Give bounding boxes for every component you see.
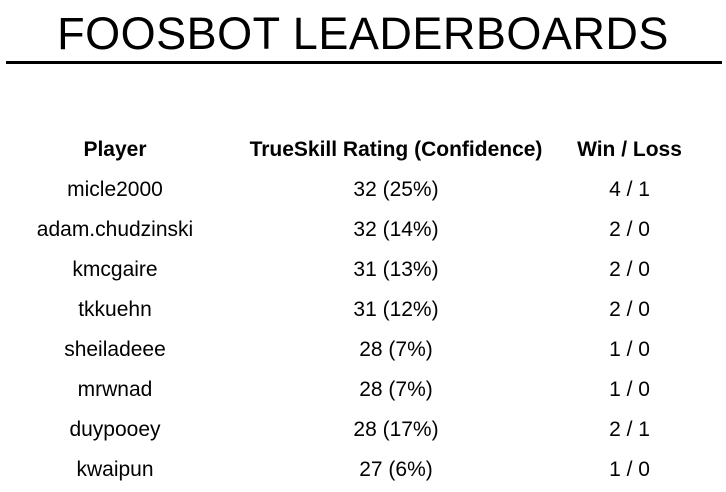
player-win-loss: 1 / 0 bbox=[609, 378, 650, 401]
player-rating: 28 (7%) bbox=[359, 338, 433, 361]
column-header-rating: TrueSkill Rating (Confidence) bbox=[249, 138, 543, 161]
player-name: duypooey bbox=[69, 418, 161, 441]
player-rating: 28 (7%) bbox=[359, 378, 433, 401]
player-rating: 31 (12%) bbox=[353, 298, 439, 321]
table-row: kmcgaire 31 (13%) 2 / 0 bbox=[0, 250, 697, 290]
table-row: micle2000 32 (25%) 4 / 1 bbox=[0, 170, 697, 210]
page-title: FOOSBOT LEADERBOARDS bbox=[57, 8, 669, 59]
player-name: kmcgaire bbox=[72, 258, 158, 281]
player-name: sheiladeee bbox=[64, 338, 166, 361]
table-row: sheiladeee 28 (7%) 1 / 0 bbox=[0, 330, 697, 370]
player-win-loss: 2 / 1 bbox=[609, 418, 650, 441]
table-header-row: Player TrueSkill Rating (Confidence) Win… bbox=[0, 130, 697, 170]
player-rating: 27 (6%) bbox=[359, 458, 433, 481]
player-name: micle2000 bbox=[67, 178, 163, 201]
player-rating: 31 (13%) bbox=[353, 258, 439, 281]
player-name: mrwnad bbox=[77, 378, 153, 401]
table-row: duypooey 28 (17%) 2 / 1 bbox=[0, 410, 697, 450]
player-rating: 32 (14%) bbox=[353, 218, 439, 241]
player-name: adam.chudzinski bbox=[36, 218, 194, 241]
player-win-loss: 1 / 0 bbox=[609, 338, 650, 361]
player-win-loss: 2 / 0 bbox=[609, 298, 650, 321]
player-win-loss: 1 / 0 bbox=[609, 458, 650, 481]
leaderboard-table: Player TrueSkill Rating (Confidence) Win… bbox=[0, 130, 697, 490]
table-row: adam.chudzinski 32 (14%) 2 / 0 bbox=[0, 210, 697, 250]
player-rating: 28 (17%) bbox=[353, 418, 439, 441]
player-name: tkkuehn bbox=[78, 298, 152, 321]
column-header-player: Player bbox=[83, 138, 147, 161]
player-name: kwaipun bbox=[76, 458, 154, 481]
player-rating: 32 (25%) bbox=[353, 178, 439, 201]
player-win-loss: 2 / 0 bbox=[609, 258, 650, 281]
column-header-win-loss: Win / Loss bbox=[577, 138, 682, 161]
title-divider bbox=[6, 61, 722, 64]
player-win-loss: 4 / 1 bbox=[609, 178, 650, 201]
table-row: tkkuehn 31 (12%) 2 / 0 bbox=[0, 290, 697, 330]
player-win-loss: 2 / 0 bbox=[609, 218, 650, 241]
table-row: mrwnad 28 (7%) 1 / 0 bbox=[0, 370, 697, 410]
table-row: kwaipun 27 (6%) 1 / 0 bbox=[0, 450, 697, 490]
